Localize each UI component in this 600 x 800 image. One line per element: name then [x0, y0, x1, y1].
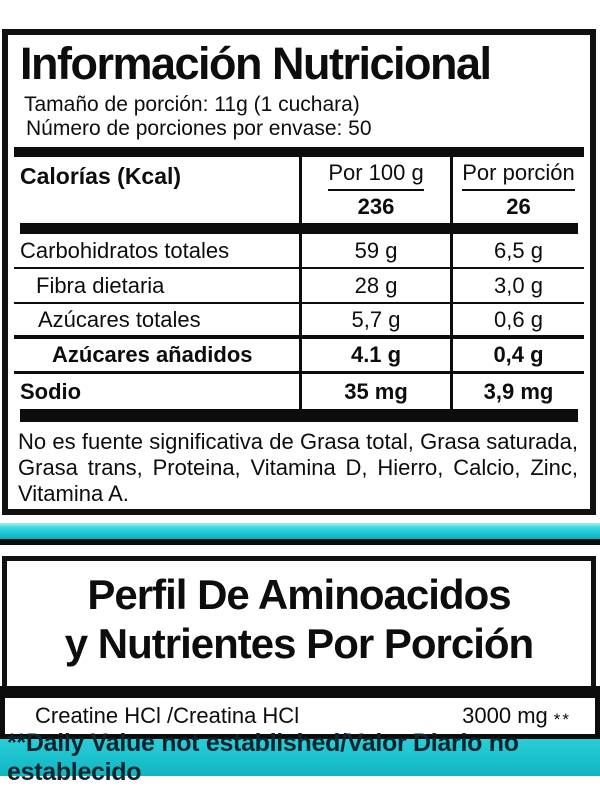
calories-value-per-100g: 236: [357, 194, 395, 219]
table-row: Azúcares añadidos 4.1 g 0,4 g: [14, 339, 584, 374]
row-value-per-serving: 0,4 g: [450, 339, 584, 371]
row-value-per-serving: 3,9 mg: [450, 374, 584, 409]
profile-title-line1: Perfil De Aminoacidos: [87, 571, 511, 618]
col-header-per-serving: Por porción: [462, 157, 575, 191]
nutrient-amount: 3000 mg: [462, 703, 548, 728]
row-value-per-100g: 28 g: [299, 269, 450, 302]
nutrient-row: Creatine HCl /Creatina HCl 3000 mg **: [0, 698, 600, 739]
table-row: Azúcares totales 5,7 g 0,6 g: [14, 304, 584, 339]
row-value-per-serving: 6,5 g: [450, 234, 584, 267]
table-row: Sodio 35 mg 3,9 mg: [14, 374, 584, 409]
panel-title: Información Nutricional: [20, 38, 492, 89]
nutrition-table: Calorías (Kcal) Por 100 g 236 Por porció…: [14, 157, 584, 422]
serving-size-line: Tamaño de porción: 11g (1 cuchara): [24, 93, 360, 116]
divider-bar: [20, 223, 578, 234]
row-value-per-serving: 0,6 g: [450, 304, 584, 335]
row-label: Azúcares añadidos: [52, 342, 253, 367]
row-value-per-serving: 3,0 g: [450, 269, 584, 302]
row-value-per-100g: 4.1 g: [299, 339, 450, 371]
table-row: Carbohidratos totales 59 g 6,5 g: [14, 234, 584, 269]
row-label: Fibra dietaria: [36, 272, 165, 298]
daily-value-note: **Daily Value not established/Valor Diar…: [7, 728, 519, 786]
col-header-per-100g: Por 100 g: [328, 157, 424, 191]
divider-bar: [14, 147, 584, 157]
calories-value-per-serving: 26: [506, 194, 531, 219]
row-value-per-100g: 5,7 g: [299, 304, 450, 335]
servings-per-container-line: Número de porciones por envase: 50: [26, 117, 372, 140]
divider-bar: [0, 686, 600, 698]
insignificant-nutrients-note: No es fuente significativa de Grasa tota…: [18, 429, 578, 506]
nutrient-amount-group: 3000 mg **: [462, 703, 571, 729]
col-per-serving: Por porción 26: [450, 157, 584, 223]
footnote-marker: **: [553, 710, 571, 729]
row-label: Carbohidratos totales: [20, 237, 230, 263]
row-value-per-100g: 35 mg: [299, 374, 450, 409]
table-header-row: Calorías (Kcal) Por 100 g 236 Por porció…: [14, 157, 584, 223]
row-label: Sodio: [20, 378, 82, 404]
row-value-per-100g: 59 g: [299, 234, 450, 267]
nutrition-facts-panel: Información Nutricional Tamaño de porció…: [2, 29, 596, 515]
divider-bar: [20, 409, 578, 422]
table-row: Fibra dietaria 28 g 3,0 g: [14, 269, 584, 304]
profile-title-line2: y Nutrientes Por Porción: [64, 620, 534, 667]
calories-header: Calorías (Kcal): [20, 163, 182, 189]
col-per-100g: Por 100 g 236: [299, 157, 450, 223]
amino-profile-panel: Perfil De Aminoacidos y Nutrientes Por P…: [2, 556, 596, 686]
row-label: Azúcares totales: [38, 306, 201, 332]
nutrient-name: Creatine HCl /Creatina HCl: [35, 703, 300, 728]
daily-value-footer-band: **Daily Value not established/Valor Diar…: [0, 729, 600, 786]
cyan-divider-band: [0, 523, 600, 545]
